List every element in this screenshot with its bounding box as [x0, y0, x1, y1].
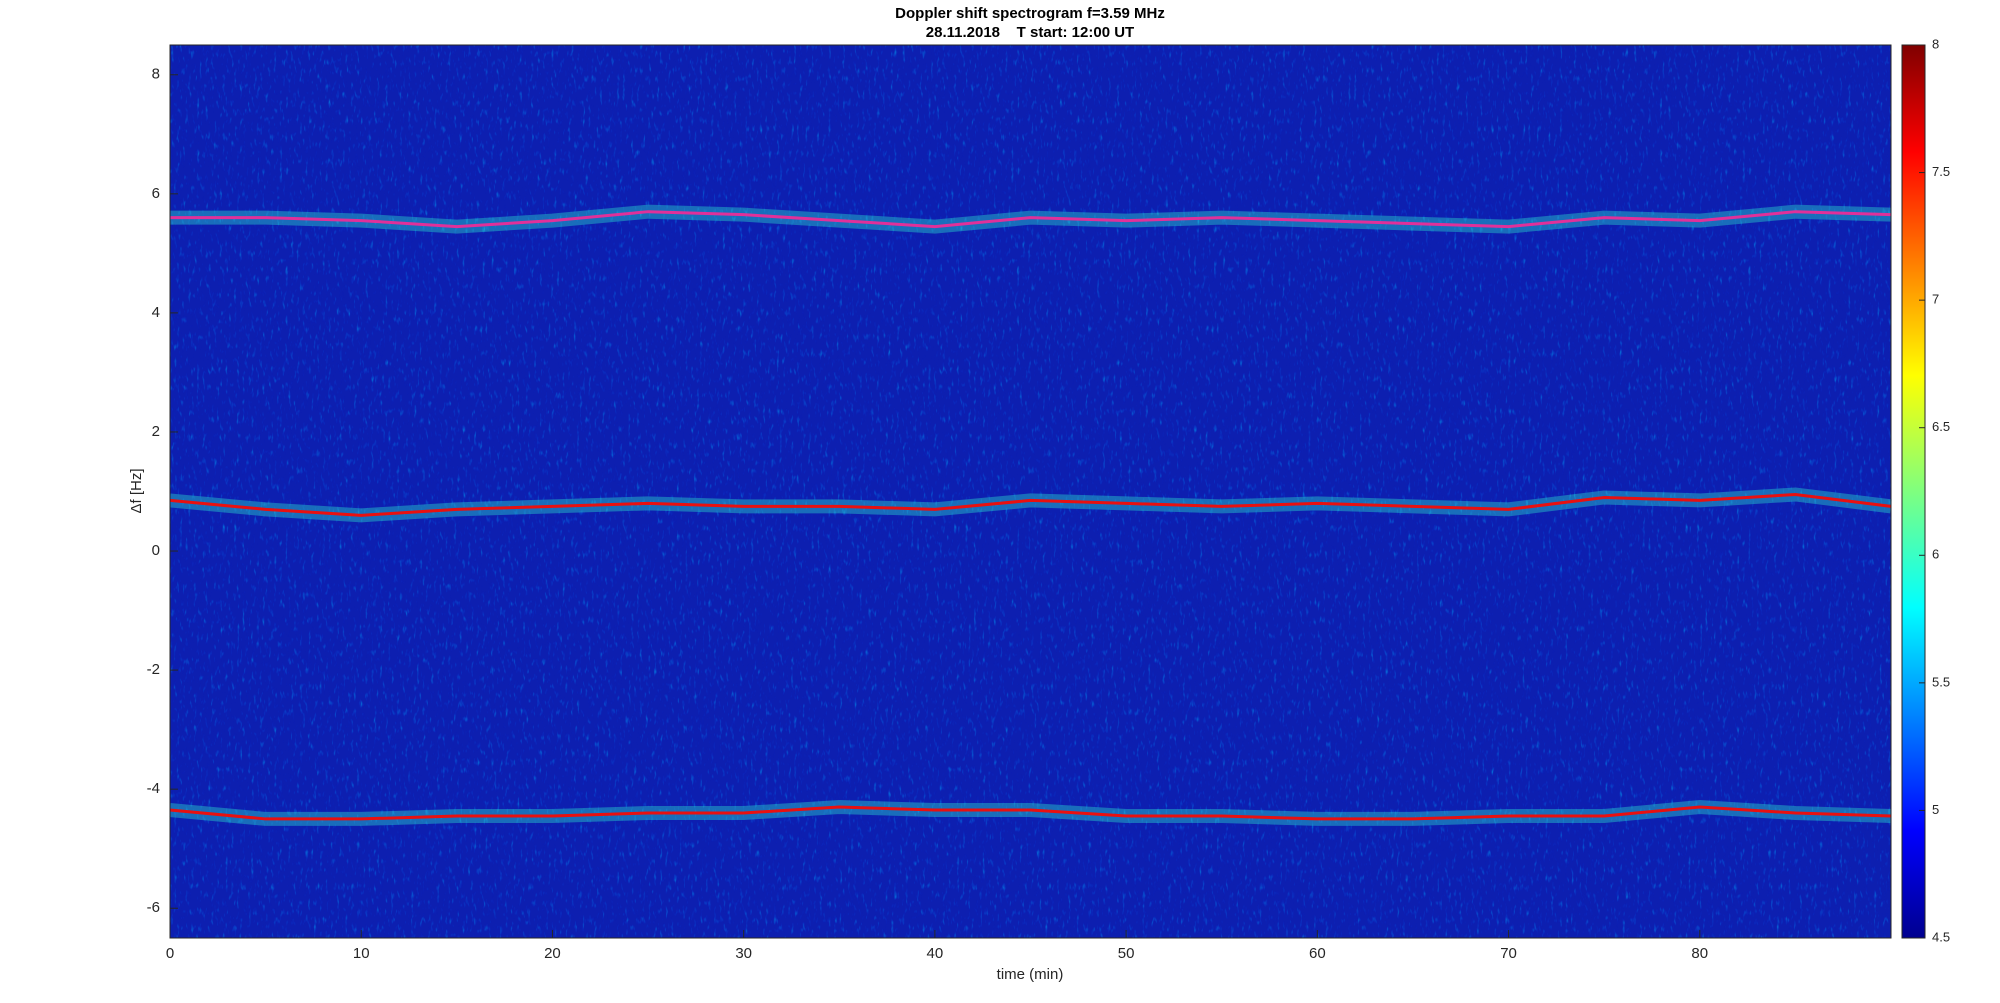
chart-subtitle: 28.11.2018 T start: 12:00 UT — [926, 24, 1134, 41]
trace-line — [170, 210, 1892, 229]
trace-line — [169, 492, 1892, 517]
x-axis-label: time (min) — [997, 966, 1064, 983]
colorbar-tick-label: 5 — [1932, 802, 1939, 817]
x-tick-label: 30 — [735, 945, 752, 962]
colorbar-tick-label: 7 — [1932, 292, 1939, 307]
x-tick-label: 60 — [1309, 945, 1326, 962]
y-tick-label: 6 — [152, 185, 160, 202]
chart-title: Doppler shift spectrogram f=3.59 MHz — [895, 5, 1165, 22]
colorbar-tick-label: 8 — [1932, 36, 1939, 51]
colorbar-tick-label: 5.5 — [1932, 674, 1950, 689]
colorbar-tick-label: 6.5 — [1932, 419, 1950, 434]
y-tick-label: 0 — [152, 542, 160, 559]
y-axis-label: Δf [Hz] — [128, 468, 145, 513]
x-tick-label: 0 — [166, 945, 174, 962]
colorbar-tick-label: 7.5 — [1932, 164, 1950, 179]
y-tick-label: -4 — [147, 780, 160, 797]
x-tick-label: 20 — [544, 945, 561, 962]
plot-noise — [170, 45, 1891, 938]
y-tick-label: -2 — [147, 661, 160, 678]
marks — [169, 204, 1892, 826]
y-tick-label: 2 — [152, 423, 160, 440]
x-tick-label: 10 — [353, 945, 370, 962]
y-tick-label: 4 — [152, 304, 160, 321]
trace-line — [169, 805, 1892, 821]
x-tick-label: 70 — [1500, 945, 1517, 962]
x-tick-label: 50 — [1118, 945, 1135, 962]
x-tick-label: 80 — [1691, 945, 1708, 962]
plot-frame — [169, 44, 1892, 939]
colorbar-tick-label: 6 — [1932, 547, 1939, 562]
colorbar — [1901, 44, 1926, 939]
y-tick-label: 8 — [152, 66, 160, 83]
x-tick-label: 40 — [927, 945, 944, 962]
y-tick-label: -6 — [147, 899, 160, 916]
colorbar-tick-label: 4.5 — [1932, 929, 1950, 944]
